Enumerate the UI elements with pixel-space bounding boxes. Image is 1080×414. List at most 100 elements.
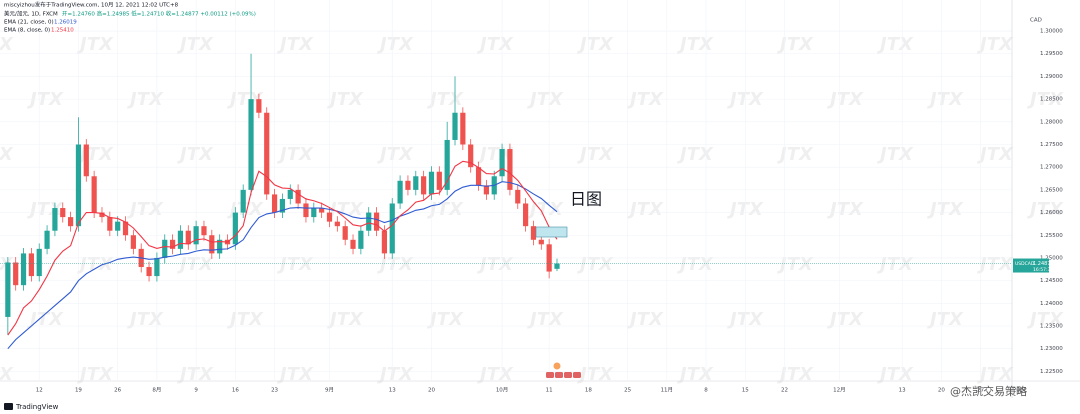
watermark: JTX <box>577 34 614 55</box>
candle-body <box>201 226 207 236</box>
watermark: JTX <box>877 364 914 385</box>
currency: CAD <box>1030 18 1042 24</box>
watermark: JTX <box>177 144 214 165</box>
watermark: JTX <box>527 89 564 110</box>
candle-body <box>428 171 435 195</box>
ohlc: 开=1.24760 高=1.24985 低=1.24710 收=1.24877 … <box>62 10 256 18</box>
event-icon <box>573 372 581 378</box>
candle-body <box>319 208 325 213</box>
watermark: JTX <box>477 254 514 275</box>
x-tick-label: 13 <box>389 388 396 394</box>
watermark: JTX <box>827 199 864 220</box>
candle-body <box>413 176 419 190</box>
grid: 1.22500 1.23000 1.23500 1.24000 1.24500 1.250… <box>0 0 1063 394</box>
watermark: JTX <box>977 254 1014 275</box>
x-tick-label: 8月 <box>152 387 161 394</box>
candle-body <box>295 189 301 204</box>
watermark: JTX <box>927 89 964 110</box>
watermark: JTX <box>227 309 264 330</box>
x-tick-label: 12 <box>36 388 43 394</box>
event-icon <box>553 362 561 370</box>
ema-line <box>7 181 558 350</box>
watermark: JTX <box>877 34 914 55</box>
candle-body <box>475 167 482 186</box>
event-icon <box>555 372 563 378</box>
y-tick-label: 1.27500 <box>1040 142 1063 148</box>
watermark: JTX <box>427 199 464 220</box>
price-tag <box>1013 258 1049 273</box>
y-tick-label: 1.28500 <box>1040 97 1063 103</box>
x-tick-label: 11月 <box>661 387 674 394</box>
y-tick-label: 1.27000 <box>1040 165 1063 171</box>
header: miscyizhou发布于TradingView.com, 10月 12, 20… <box>4 1 179 9</box>
candle-body <box>334 221 340 227</box>
watermark: JTX <box>177 254 214 275</box>
candle-body <box>99 212 105 218</box>
event-icon <box>564 372 572 378</box>
y-tick-label: 1.23000 <box>1040 346 1063 352</box>
watermark: JTX <box>477 34 514 55</box>
candle-body <box>248 99 254 190</box>
candle-body <box>264 112 270 195</box>
watermark: JTX <box>0 34 14 55</box>
annotation: 日图 <box>570 190 602 209</box>
candle-body <box>122 221 129 236</box>
x-tick-label: 22 <box>781 388 788 394</box>
x-tick-label: 20 <box>428 388 435 394</box>
watermark: JTX <box>677 254 714 275</box>
price-label: 1.24877 <box>1033 261 1054 267</box>
ema-line <box>7 160 558 336</box>
x-tick-label: 26 <box>114 388 121 394</box>
watermark: JTX <box>827 309 864 330</box>
x-tick-label: 2022 <box>1013 388 1027 394</box>
candle-body <box>358 230 364 249</box>
candle-body <box>452 112 458 140</box>
legend-value: 1.26019 <box>54 20 77 26</box>
candle-body <box>256 99 262 113</box>
candle-body <box>483 185 489 195</box>
watermark: JTX <box>1027 89 1064 110</box>
watermark: JTX <box>77 144 114 165</box>
x-tick-label: 27 <box>977 388 984 394</box>
candle-body <box>279 198 286 213</box>
y-tick-label: 1.24500 <box>1040 278 1063 284</box>
watermark: JTX <box>977 364 1014 385</box>
highlight-box <box>535 226 568 238</box>
x-tick-label: 16 <box>232 388 239 394</box>
candle-body <box>381 230 388 254</box>
y-tick-label: 1.26000 <box>1040 210 1063 216</box>
watermark: JTX <box>627 199 664 220</box>
watermark: JTX <box>777 254 814 275</box>
watermark: JTX <box>27 199 64 220</box>
candle-body <box>20 253 27 286</box>
watermark: JTX <box>327 199 364 220</box>
symbol: 美元/加元, 1D, FXCM <box>4 10 58 18</box>
candle-body <box>83 144 89 177</box>
watermark: JTX <box>677 364 714 385</box>
candle-body <box>530 226 537 240</box>
y-tick-label: 1.25500 <box>1040 233 1063 239</box>
candle-body <box>91 176 97 213</box>
candle-body <box>546 244 552 272</box>
candle-body <box>515 189 521 204</box>
watermark: JTX <box>777 364 814 385</box>
candle-body <box>303 203 309 218</box>
candle-body <box>13 262 19 286</box>
y-tick-label: 1.29500 <box>1040 51 1063 57</box>
ticker: USDCAD <box>1015 261 1035 267</box>
candle-body <box>271 194 278 213</box>
watermark: JTX <box>777 144 814 165</box>
watermark: JTX <box>227 89 264 110</box>
candle-body <box>169 239 176 249</box>
watermark: JTX <box>77 254 114 275</box>
watermark: JTX <box>677 34 714 55</box>
candle-body <box>107 217 113 231</box>
candle-body <box>28 253 34 277</box>
x-tick-label: 9月 <box>325 387 334 394</box>
candle-body <box>115 221 121 231</box>
watermark: JTX <box>977 144 1014 165</box>
watermark: JTX <box>377 254 414 275</box>
watermark: JTX <box>327 309 364 330</box>
candle-body <box>507 149 513 190</box>
